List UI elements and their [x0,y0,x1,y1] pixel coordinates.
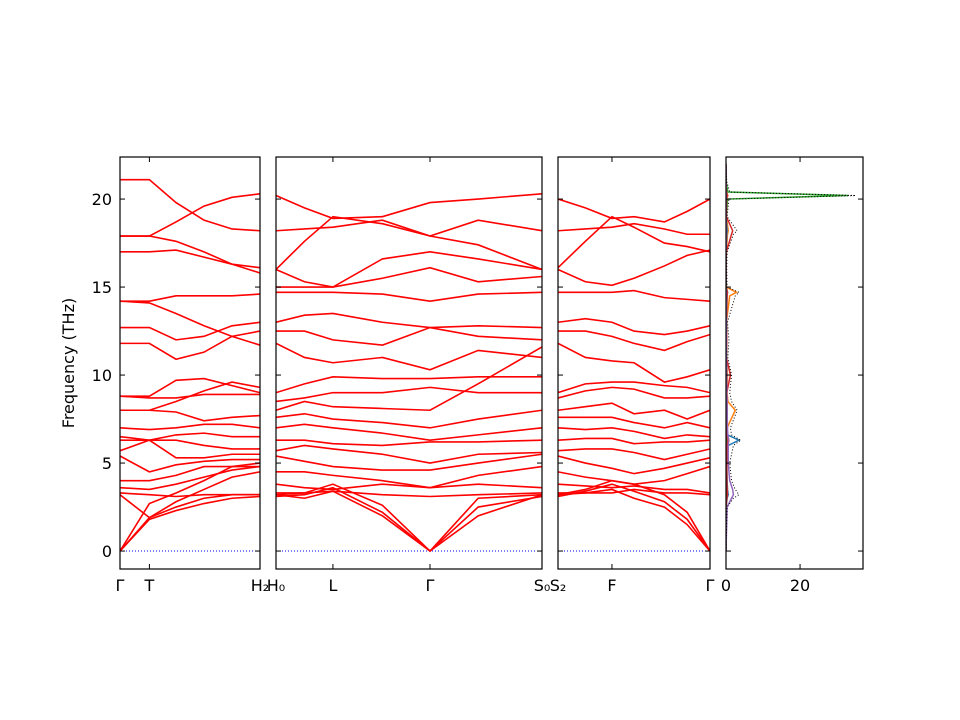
band-line [120,249,260,269]
band-line [120,439,260,450]
band-line [120,462,260,552]
band-line [558,215,710,269]
y-tick-label: 10 [92,366,112,385]
band-line [120,465,260,491]
band-line [558,402,710,420]
dos-line [726,163,856,552]
band-line [276,483,542,553]
band-line [276,409,542,429]
x-tick-label: Γ [116,576,125,595]
x-tick-label: Γ [426,576,435,595]
band-line [276,326,542,346]
x-tick-label: Γ [706,576,715,595]
band-line [558,483,710,494]
x-tick-label: 0 [721,576,731,595]
band-line [558,198,710,223]
band-line [276,376,542,394]
band-line [276,423,542,441]
x-tick-label: F [607,576,616,595]
band-line [120,493,260,519]
band-line [276,251,542,288]
plot-area [276,192,542,553]
y-tick-label: 5 [102,454,112,473]
band-line [558,416,710,429]
axes-frame [119,156,261,570]
band-line [120,321,260,341]
y-axis-label: Frequency (THz) [59,298,78,428]
band-line [276,312,542,329]
x-tick-label: L [328,576,337,595]
band-line [558,483,710,552]
band-line [558,317,710,336]
band-line [120,330,260,361]
band-line [120,377,260,397]
x-tick-label: S₀ [534,576,551,595]
band-line [120,495,260,552]
band-line [276,215,542,271]
x-tick-label: 20 [790,576,810,595]
band-line [276,483,542,491]
band-line [120,409,260,422]
axes-frame [275,156,543,570]
band-line [276,386,542,403]
band-line [120,178,260,232]
band-line [276,342,542,371]
band-line [276,266,542,288]
axes-frame [725,156,864,570]
band-line [120,293,260,302]
band-line [558,479,710,552]
band-line [120,471,260,552]
axes-frame [557,156,711,570]
x-tick-label: S₂ [550,576,567,595]
x-tick-label: T [144,576,155,595]
band-line [558,437,710,445]
band-line [120,423,260,431]
band-line [276,453,542,471]
band-line [276,346,542,412]
band-line [558,342,710,383]
band-line [558,249,710,287]
band-line [558,381,710,394]
x-tick-label: H₀ [267,576,285,595]
plot-area [120,178,260,552]
band-line [276,465,542,489]
band-line [120,455,260,473]
band-line [558,488,710,552]
band-line [276,291,542,302]
band-line [558,289,710,302]
band-line [120,300,260,346]
band-line [276,486,542,553]
band-line [558,330,710,352]
band-line [558,386,710,399]
band-line [276,490,542,553]
y-tick-label: 0 [102,542,112,561]
y-tick-label: 15 [92,278,112,297]
band-line [276,219,542,237]
band-line [276,439,542,447]
y-tick-label: 20 [92,190,112,209]
band-line [120,439,260,459]
x-tick-label: H₂ [251,576,269,595]
band-line [558,455,710,475]
band-line [276,192,542,220]
band-line [558,448,710,461]
plot-area [558,198,710,552]
band-line [558,222,710,236]
band-line [276,444,542,464]
band-line [558,427,710,440]
band-line [120,235,260,274]
